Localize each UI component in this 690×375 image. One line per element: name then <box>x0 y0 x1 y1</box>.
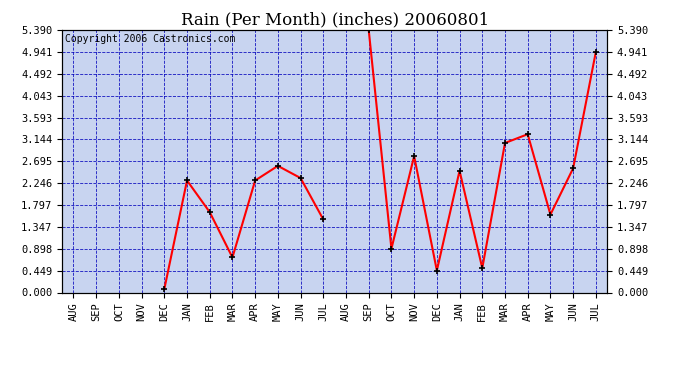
Text: Copyright 2006 Castronics.com: Copyright 2006 Castronics.com <box>65 34 235 44</box>
Title: Rain (Per Month) (inches) 20060801: Rain (Per Month) (inches) 20060801 <box>181 12 489 28</box>
